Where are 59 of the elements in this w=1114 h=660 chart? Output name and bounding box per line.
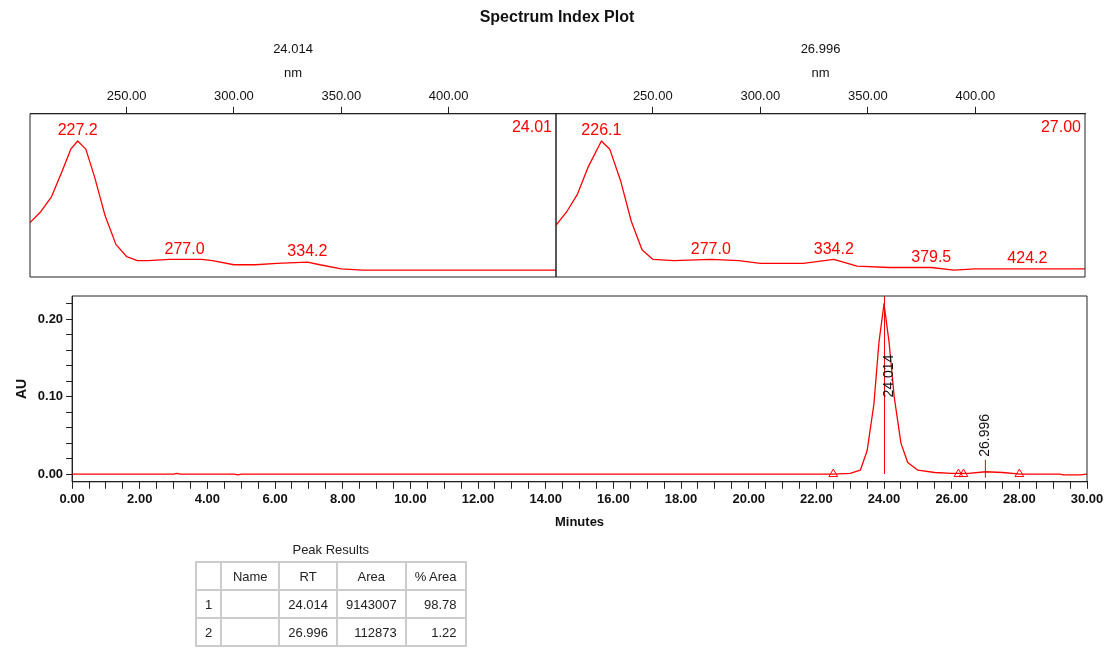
x-tick-label: 18.00 [664,491,698,507]
text: 112873 [337,618,406,646]
y-tick-label: 0.20 [37,310,64,326]
annotation: 277.0 [164,239,205,257]
annotation: 334.2 [813,239,854,257]
text: RT [279,562,337,590]
x-tick-label: 400.00 [955,87,996,103]
text: 98.78 [405,590,466,618]
annotation: 227.2 [57,121,98,139]
text: % Area [405,562,466,590]
x-tick-label: 22.00 [800,491,833,507]
ref-line-label: 24.014 [880,354,897,398]
text: 9143007 [337,590,406,618]
text: Name [221,562,280,590]
x-tick-label: 4.00 [194,491,221,507]
x-tick-label: 12.00 [461,491,495,507]
x-tick-label: 250.00 [106,87,147,103]
x-tick-label: 10.00 [394,491,427,507]
x-tick-label: 350.00 [847,87,888,103]
x-tick-label: 300.00 [740,87,781,103]
y-tick-label: 0.10 [37,388,64,404]
text: 2 [196,618,222,646]
x-tick-label: 2.00 [127,491,153,507]
text: 27.00 [1040,118,1082,136]
chart-title: Spectrum Index Plot [478,8,636,26]
chart-subtitle: 26.996 [800,41,841,57]
x-axis-title: Minutes [554,513,605,529]
x-tick-label: 14.00 [529,491,562,507]
x-tick-label: 0.00 [59,491,85,507]
x-axis-title: nm [283,64,303,80]
x-tick-label: 6.00 [262,491,288,507]
x-tick-label: 30.00 [1070,491,1104,507]
text: 1 [196,590,222,618]
x-tick-label: 26.00 [935,491,968,507]
x-tick-label: 28.00 [1003,491,1036,507]
x-tick-label: 350.00 [321,87,362,103]
text: Peak Results [291,542,371,557]
text: Area [337,562,406,590]
text: 24.01 [511,118,553,136]
y-tick-label: 0.00 [37,465,64,481]
x-tick-label: 20.00 [732,491,765,507]
x-tick-label: 300.00 [214,87,254,103]
annotation: 277.0 [690,239,731,257]
x-axis-title: nm [811,64,830,80]
text: 24.014 [279,590,337,618]
y-axis-title: AU [13,378,30,400]
annotation: 226.1 [581,121,622,139]
annotation: 334.2 [287,242,328,260]
x-tick-label: 16.00 [597,491,630,507]
chart-subtitle: 24.014 [273,41,313,57]
text: 26.996 [279,618,337,646]
annotation: 379.5 [911,247,952,265]
x-tick-label: 24.00 [867,491,901,507]
x-tick-label: 8.00 [330,491,356,507]
annotation: 26.996 [976,413,993,457]
x-tick-label: 250.00 [632,87,673,103]
text: 1.22 [405,618,466,646]
annotation: 424.2 [1007,249,1048,267]
x-tick-label: 400.00 [428,87,469,103]
